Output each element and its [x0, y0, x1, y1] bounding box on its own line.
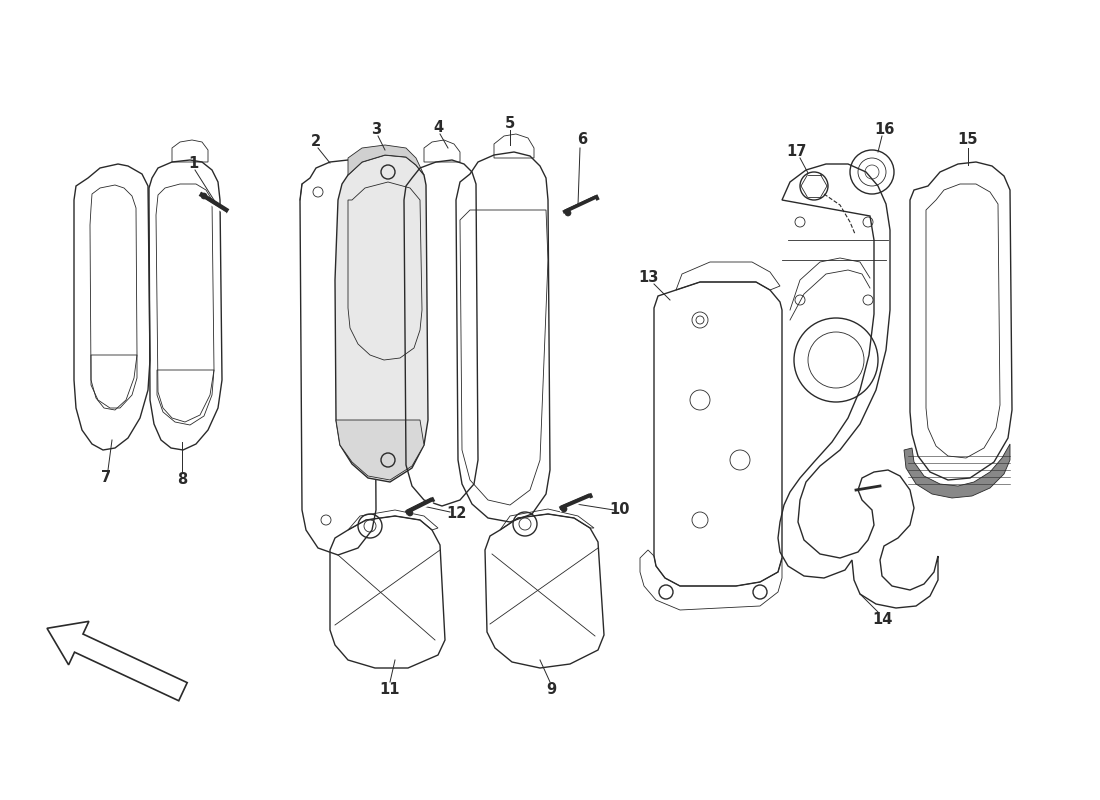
Text: 8: 8: [177, 473, 187, 487]
Text: 15: 15: [958, 133, 978, 147]
Text: 9: 9: [546, 682, 557, 698]
Text: 4: 4: [433, 121, 443, 135]
Circle shape: [561, 506, 566, 512]
Polygon shape: [904, 444, 1010, 498]
Polygon shape: [348, 145, 424, 175]
Text: 13: 13: [639, 270, 659, 285]
Circle shape: [201, 193, 207, 199]
Text: 10: 10: [609, 502, 630, 518]
Text: 1: 1: [188, 155, 198, 170]
Text: 14: 14: [872, 613, 892, 627]
Text: 17: 17: [786, 143, 807, 158]
Text: 2: 2: [311, 134, 321, 150]
Text: 16: 16: [873, 122, 894, 137]
Circle shape: [565, 210, 571, 216]
Circle shape: [407, 510, 412, 516]
Text: 11: 11: [379, 682, 400, 698]
Text: 6: 6: [576, 133, 587, 147]
Text: 7: 7: [101, 470, 111, 486]
Polygon shape: [336, 420, 424, 480]
Polygon shape: [336, 155, 428, 482]
Text: 12: 12: [446, 506, 466, 521]
Text: 5: 5: [505, 115, 515, 130]
Text: 3: 3: [371, 122, 381, 138]
